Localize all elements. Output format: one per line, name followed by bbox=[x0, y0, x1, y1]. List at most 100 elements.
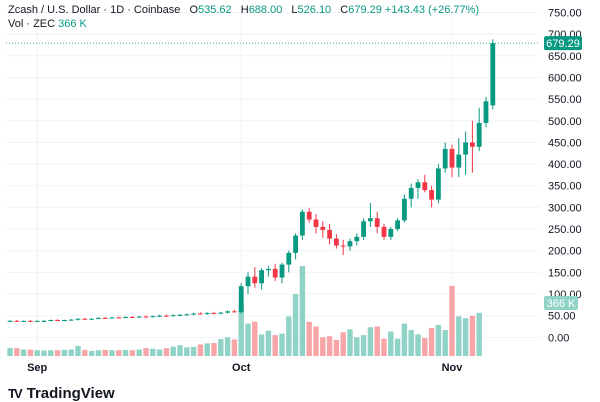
volume-bar bbox=[7, 348, 13, 356]
volume-bar bbox=[462, 318, 469, 356]
candle-body bbox=[198, 313, 203, 315]
volume-bar bbox=[340, 332, 346, 356]
candle-body bbox=[266, 268, 271, 271]
volume-bar bbox=[313, 326, 319, 356]
candle-body bbox=[116, 317, 122, 319]
volume-bar bbox=[299, 266, 306, 356]
volume-bar bbox=[320, 337, 326, 356]
volume-bar bbox=[68, 349, 74, 356]
volume-bar bbox=[347, 329, 353, 356]
candle-body bbox=[123, 316, 128, 318]
volume-bar bbox=[88, 350, 95, 356]
volume-bar bbox=[381, 338, 387, 356]
candle-body bbox=[463, 142, 468, 155]
volume-value: 366 K bbox=[58, 18, 87, 30]
candle-body bbox=[191, 313, 196, 315]
candle-body bbox=[361, 221, 366, 237]
candle-body bbox=[272, 268, 278, 278]
volume-bar bbox=[367, 327, 374, 356]
last-price-tag-label: 679.29 bbox=[546, 38, 580, 50]
volume-bar bbox=[211, 343, 217, 356]
volume-bar bbox=[374, 326, 380, 356]
candle-body bbox=[279, 264, 285, 278]
last-volume-tag-label: 366 K bbox=[547, 298, 576, 310]
ohlc-legend: Zcash / U.S. Dollar · 1D · Coinbase O535… bbox=[8, 4, 479, 16]
price-tick-label: 300.00 bbox=[548, 202, 582, 214]
volume-bar bbox=[14, 348, 20, 356]
time-tick-label: Nov bbox=[442, 362, 464, 374]
volume-bar bbox=[449, 285, 455, 356]
candle-body bbox=[422, 182, 428, 191]
volume-label[interactable]: Vol · ZEC bbox=[8, 18, 56, 30]
volume-bar bbox=[61, 349, 68, 356]
volume-bar bbox=[286, 316, 292, 356]
candle-body bbox=[374, 218, 380, 227]
volume-bar bbox=[136, 349, 142, 356]
volume-bar bbox=[82, 349, 88, 356]
volume-bar bbox=[292, 294, 299, 356]
candle-body bbox=[436, 168, 441, 200]
volume-bar bbox=[238, 303, 244, 356]
price-tick-label: 150.00 bbox=[548, 267, 582, 279]
candle-body bbox=[130, 316, 135, 318]
candle-body bbox=[177, 314, 183, 316]
volume-bar bbox=[428, 327, 435, 356]
volume-bars bbox=[7, 266, 482, 356]
change-value: +143.43 (+26.77%) bbox=[384, 4, 480, 16]
candle-body bbox=[259, 270, 264, 284]
candle-body bbox=[82, 318, 88, 320]
candle-body bbox=[442, 148, 448, 169]
candle-body bbox=[225, 311, 230, 313]
candle-body bbox=[62, 320, 67, 322]
volume-bar bbox=[170, 346, 176, 356]
candle-body bbox=[483, 101, 489, 123]
candle-body bbox=[334, 238, 339, 246]
volume-bar bbox=[224, 337, 231, 356]
candle-body bbox=[14, 320, 20, 322]
volume-bar bbox=[279, 333, 285, 356]
candle-body bbox=[293, 235, 298, 253]
price-tick-label: 200.00 bbox=[548, 246, 582, 258]
volume-bar bbox=[109, 350, 115, 356]
candle-body bbox=[402, 198, 407, 221]
candle-body bbox=[68, 319, 74, 321]
tradingview-logo-text: TradingView bbox=[26, 385, 115, 402]
candle-body bbox=[415, 182, 421, 188]
tradingview-logo[interactable]: TV TradingView bbox=[8, 385, 115, 402]
candle-body bbox=[313, 219, 319, 227]
candle-body bbox=[89, 318, 94, 320]
candle-body bbox=[245, 276, 251, 287]
price-tick-label: 650.00 bbox=[548, 51, 582, 63]
candle-body bbox=[449, 148, 455, 168]
candle-body bbox=[218, 312, 224, 314]
candle-body bbox=[164, 315, 169, 317]
candle-body bbox=[429, 190, 434, 200]
price-axis[interactable]: 750.00700.00650.00600.00550.00500.00450.… bbox=[548, 7, 582, 344]
volume-bar bbox=[245, 323, 251, 356]
price-tick-label: 250.00 bbox=[548, 224, 582, 236]
open-key: O bbox=[189, 4, 199, 16]
volume-bar bbox=[306, 321, 312, 356]
candle-body bbox=[368, 218, 373, 222]
candle-body bbox=[470, 142, 475, 147]
volume-bar bbox=[197, 344, 204, 356]
time-tick-label: Sep bbox=[27, 362, 47, 374]
last-volume-tag bbox=[544, 296, 578, 310]
candle-body bbox=[96, 317, 101, 319]
volume-bar bbox=[258, 334, 265, 356]
close-key: C bbox=[340, 4, 349, 16]
high-value: 688.00 bbox=[248, 4, 283, 16]
high-key: H bbox=[240, 4, 249, 16]
volume-bar bbox=[272, 335, 278, 356]
candle-body bbox=[306, 211, 312, 220]
volume-bar bbox=[75, 345, 81, 356]
volume-bar bbox=[265, 330, 272, 356]
candle-body bbox=[388, 229, 394, 237]
symbol-title[interactable]: Zcash / U.S. Dollar · 1D · Coinbase bbox=[8, 4, 181, 16]
volume-bar bbox=[408, 330, 414, 356]
candle-body bbox=[252, 276, 258, 284]
time-axis[interactable]: Sep Oct Nov bbox=[27, 362, 463, 374]
price-tick-label: 600.00 bbox=[548, 72, 582, 84]
price-tick-label: 500.00 bbox=[548, 116, 582, 128]
